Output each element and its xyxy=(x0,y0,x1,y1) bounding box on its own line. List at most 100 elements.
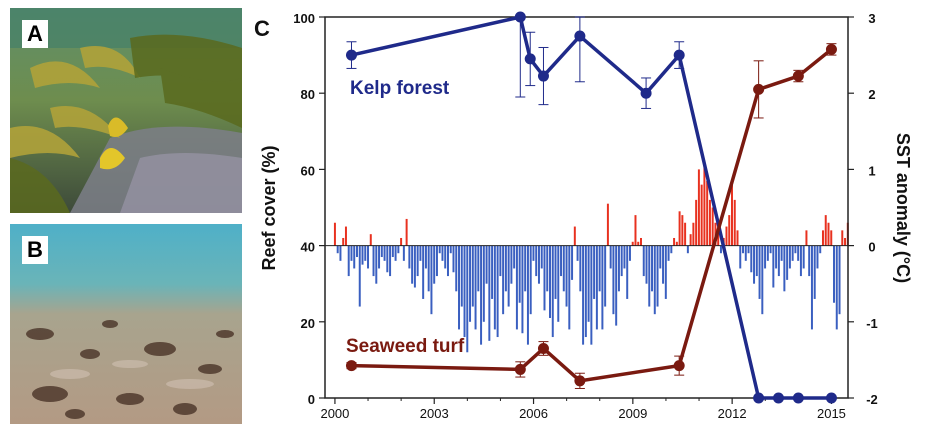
kelp-forest-point xyxy=(640,87,652,99)
sst-bar xyxy=(353,245,356,269)
left-y-tick-label: 80 xyxy=(301,87,315,102)
sst-bar xyxy=(708,199,711,246)
sst-bar xyxy=(537,245,540,284)
sst-bar xyxy=(427,245,430,292)
sst-bar xyxy=(830,230,833,246)
kelp-forest-point xyxy=(673,49,685,61)
seaweed-turf-point xyxy=(514,363,526,375)
seaweed-turf-point xyxy=(345,360,357,372)
sst-bar xyxy=(510,245,513,284)
sst-bar xyxy=(342,237,345,246)
sst-bar xyxy=(582,245,585,345)
sst-bar xyxy=(664,245,667,299)
sst-bar xyxy=(799,245,802,277)
sst-bar xyxy=(405,218,408,246)
sst-bar xyxy=(480,245,483,345)
sst-bar xyxy=(816,245,819,269)
sst-bar xyxy=(797,245,800,261)
sst-bar xyxy=(383,245,386,261)
sst-bar xyxy=(333,222,336,246)
sst-bar xyxy=(645,245,648,284)
kelp-forest-point xyxy=(574,30,586,42)
left-y-tick-label: 60 xyxy=(301,163,315,178)
right-y-tick-label: -1 xyxy=(866,316,878,331)
sst-bar xyxy=(350,245,353,261)
sst-bar xyxy=(540,245,543,269)
sst-bar xyxy=(568,245,571,330)
sst-bar xyxy=(617,245,620,292)
sst-bar xyxy=(466,245,469,353)
sst-bar xyxy=(747,245,750,254)
sst-bar xyxy=(662,245,665,284)
sst-bar xyxy=(526,245,529,345)
sst-bar xyxy=(689,234,692,246)
sst-bar xyxy=(444,245,447,269)
sst-bar xyxy=(446,245,449,277)
sst-bar xyxy=(612,245,615,315)
kelp-forest-image xyxy=(10,8,242,213)
sst-bar xyxy=(642,245,645,277)
sst-bar xyxy=(791,245,794,261)
sst-bar xyxy=(637,241,640,246)
sst-bar xyxy=(378,245,381,269)
sst-bar xyxy=(653,245,656,315)
sst-bar xyxy=(626,245,629,299)
sst-bar xyxy=(753,245,756,284)
sst-bar xyxy=(758,245,761,299)
sst-bar xyxy=(422,245,425,299)
sst-bar xyxy=(513,245,516,269)
sst-anomaly-bars xyxy=(333,165,849,353)
sst-bar xyxy=(838,245,841,315)
sst-bar xyxy=(413,245,416,288)
sst-bar xyxy=(488,245,491,341)
sst-bar xyxy=(813,245,816,299)
sst-bar xyxy=(651,245,654,292)
sst-bar xyxy=(692,222,695,246)
sst-bar xyxy=(502,245,505,315)
sst-bar xyxy=(361,245,364,265)
sst-bar xyxy=(364,245,367,261)
sst-bar xyxy=(438,245,441,254)
sst-bar xyxy=(339,245,342,261)
sst-bar xyxy=(532,245,535,261)
left-y-tick-label: 0 xyxy=(308,392,315,407)
sst-bar xyxy=(678,211,681,246)
kelp-forest-point xyxy=(524,53,536,65)
x-tick-label: 2015 xyxy=(817,406,846,421)
sst-bar xyxy=(755,245,758,277)
right-y-tick-label: 2 xyxy=(868,87,875,102)
sst-bar xyxy=(460,245,463,307)
seaweed-turf-point xyxy=(574,375,586,387)
sst-bar xyxy=(579,245,582,292)
sst-bar xyxy=(794,245,797,254)
sst-bar xyxy=(358,245,361,307)
right-y-tick-label: 1 xyxy=(868,163,875,178)
sst-bar xyxy=(576,245,579,261)
left-y-tick-label: 40 xyxy=(301,240,315,255)
kelp-forest-point xyxy=(825,392,837,404)
seaweed-turf-point xyxy=(825,43,837,55)
sst-bar xyxy=(835,245,838,330)
sst-bar xyxy=(557,245,560,322)
kelp-forest-point xyxy=(792,392,804,404)
sst-bar xyxy=(355,245,358,258)
sst-bar xyxy=(584,245,587,338)
sst-bar xyxy=(648,245,651,307)
sst-bar xyxy=(336,245,339,254)
sst-bar xyxy=(700,184,703,246)
panel-b-label: B xyxy=(22,236,48,264)
sst-bar xyxy=(380,245,383,258)
sst-bar xyxy=(408,245,411,269)
left-y-tick-label: 100 xyxy=(293,11,315,26)
sst-bar xyxy=(623,245,626,269)
sst-bar xyxy=(587,245,590,322)
sst-bar xyxy=(725,226,728,246)
panel-a-label: A xyxy=(22,20,48,48)
sst-bar xyxy=(733,199,736,246)
sst-bar xyxy=(786,245,789,280)
left-axis-title: Reef cover (%) xyxy=(259,145,279,270)
sst-bar xyxy=(551,245,554,338)
sst-bar xyxy=(546,245,549,292)
sst-bar xyxy=(706,180,709,246)
